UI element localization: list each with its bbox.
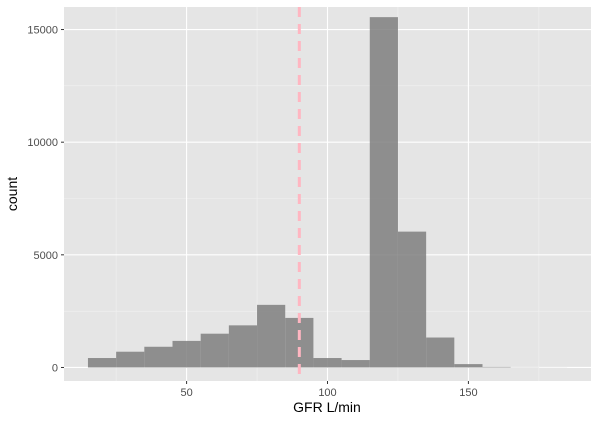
histogram-bar	[483, 367, 511, 368]
histogram-bar	[116, 352, 144, 368]
y-tick-label: 0	[52, 362, 58, 374]
y-tick-label: 10000	[27, 137, 58, 149]
histogram-bar	[285, 318, 313, 368]
histogram-bar	[173, 341, 201, 368]
x-tick-label: 150	[459, 387, 477, 399]
histogram-bar	[426, 338, 454, 368]
histogram-bar	[342, 360, 370, 367]
y-axis-label: count	[4, 177, 20, 211]
histogram-bar	[144, 347, 172, 368]
y-tick-label: 15000	[27, 25, 58, 37]
histogram-bar	[229, 325, 257, 367]
histogram-bar	[313, 358, 341, 367]
x-tick-label: 100	[318, 387, 336, 399]
x-axis-ticks: 50 100 150	[180, 381, 477, 399]
histogram-bar	[454, 364, 482, 367]
histogram-bar	[88, 358, 116, 367]
y-tick-label: 5000	[34, 250, 58, 262]
x-tick-label: 50	[180, 387, 192, 399]
histogram-bar	[257, 305, 285, 368]
histogram-bar	[398, 232, 426, 368]
y-axis-ticks: 0 5000 10000 15000	[27, 25, 64, 375]
histogram-bar	[370, 17, 398, 367]
histogram-bar	[201, 334, 229, 368]
x-axis-label: GFR L/min	[293, 399, 361, 415]
